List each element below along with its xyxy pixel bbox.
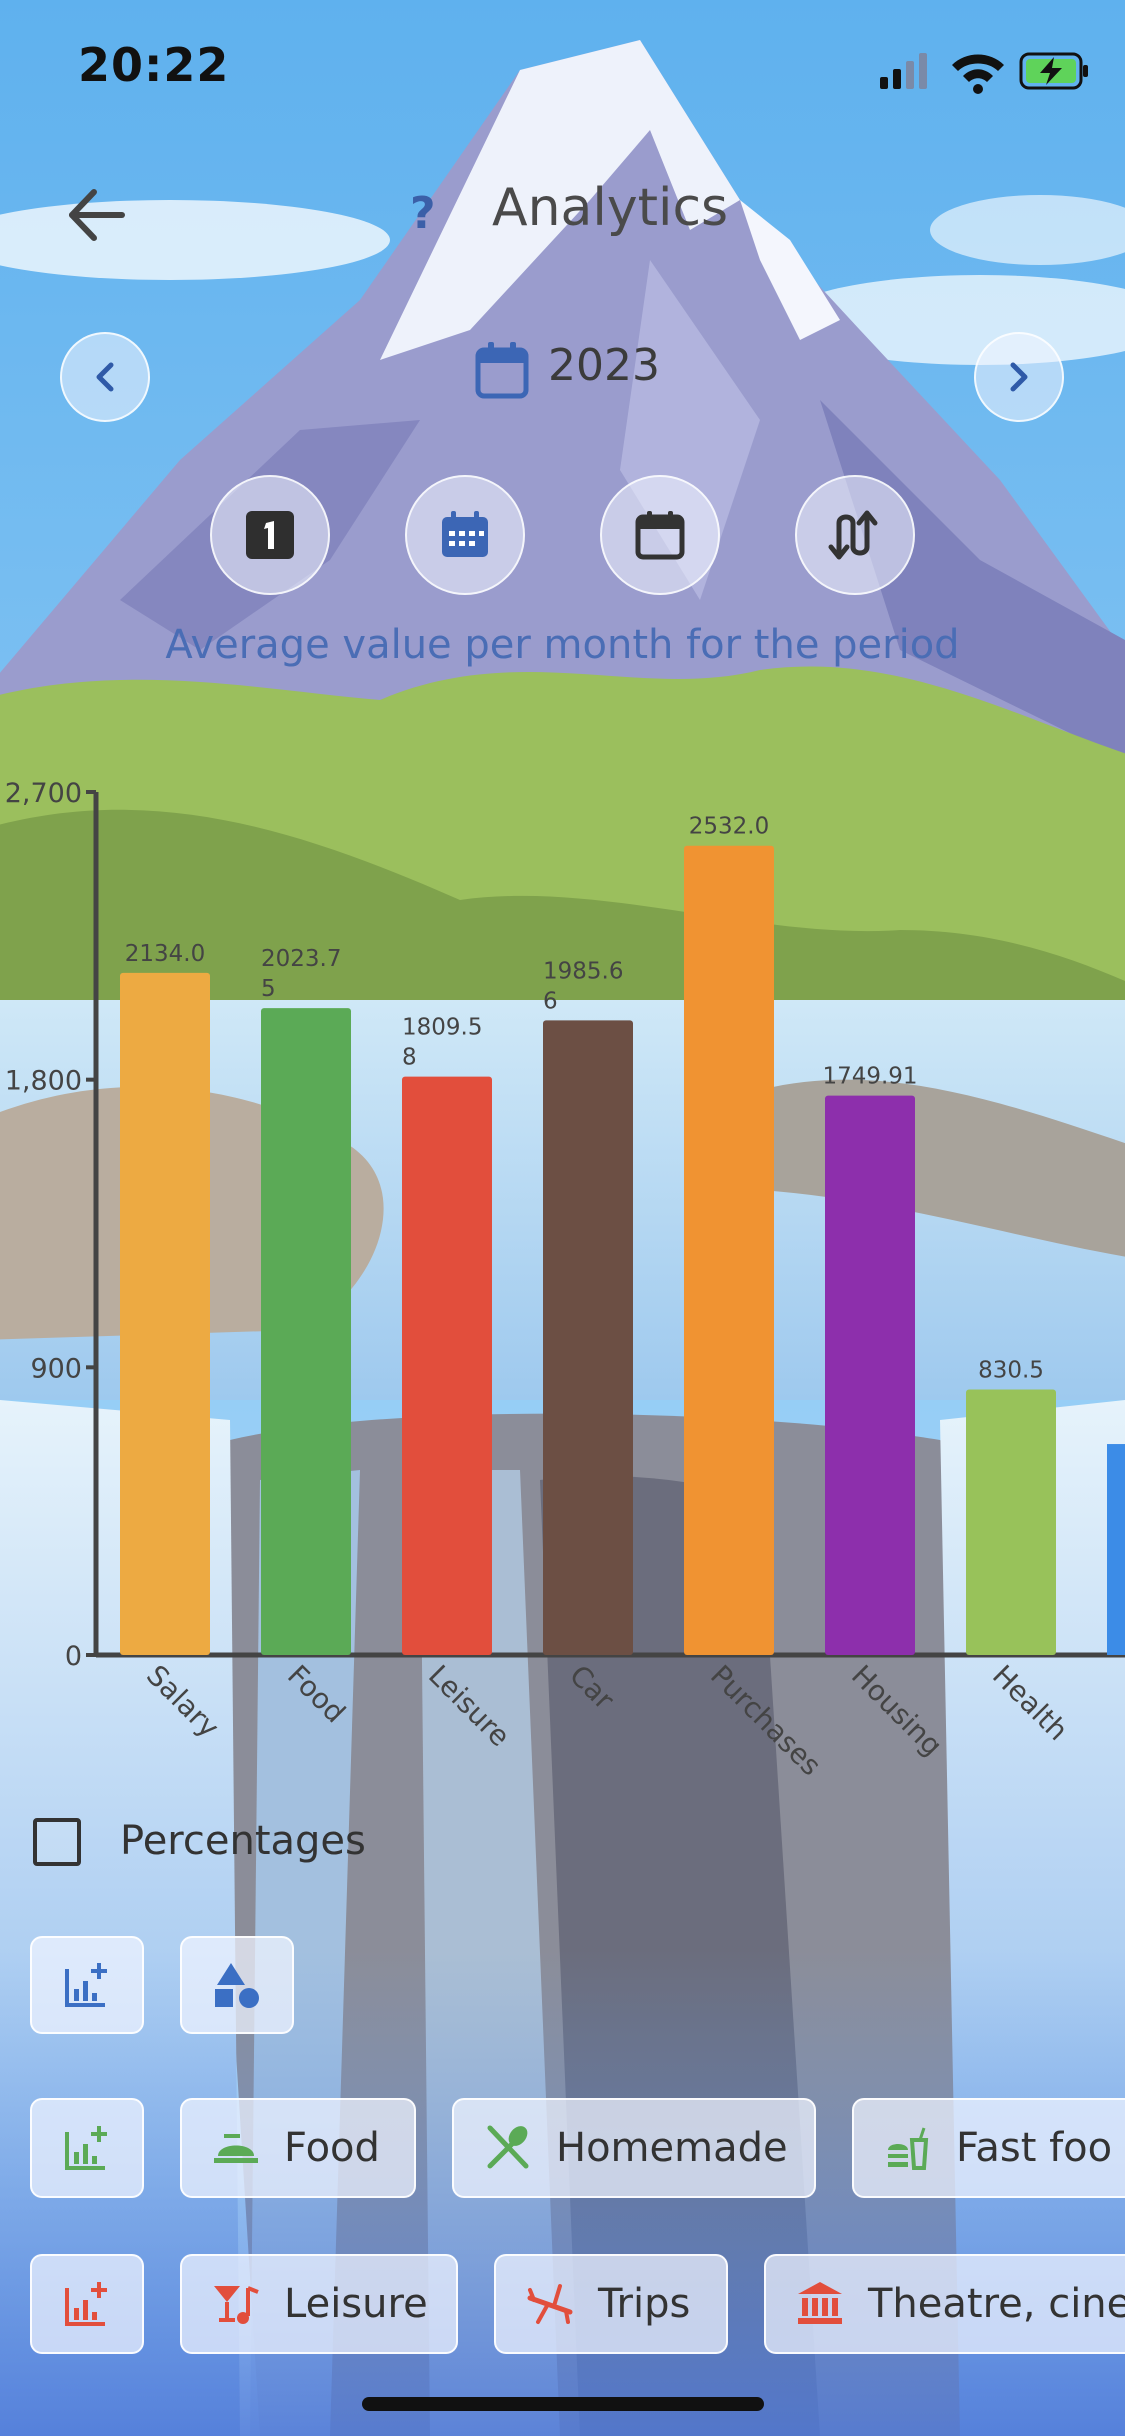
x-tick-label: Housing [845, 1659, 949, 1763]
next-period-button[interactable] [974, 332, 1064, 422]
y-tick-label: 0 [65, 1641, 82, 1672]
chart-add-icon [65, 2126, 107, 2170]
back-button[interactable] [60, 180, 140, 250]
chart-add-icon [65, 2282, 107, 2326]
category-chip-label: Theatre, cine [868, 2281, 1125, 2327]
percentages-checkbox[interactable] [33, 1818, 81, 1866]
theatre-icon [798, 2282, 842, 2324]
category-chip-label: Leisure [284, 2281, 428, 2327]
bar-value-label: 6 [543, 988, 558, 1014]
bar-value-label: 1809.5 [402, 1015, 482, 1041]
bar-car[interactable] [543, 1020, 633, 1655]
bar-value-label: 5 [261, 976, 276, 1002]
x-tick-label: Car [563, 1659, 621, 1717]
status-icons [880, 52, 1088, 94]
serving-dish-icon [214, 2134, 258, 2163]
category-chip-label: Homemade [556, 2125, 788, 2171]
add-chart-leisure-button[interactable] [30, 2254, 144, 2354]
x-tick-label: Purchases [704, 1659, 828, 1780]
shapes-icon [215, 1963, 259, 2008]
chevron-right-icon [1010, 362, 1028, 392]
x-tick-label: Leisure [422, 1659, 516, 1753]
chart-bars: 2134.0 Salary 2023.7 5 Food 1809.5 8 Leisure 198… [120, 814, 1125, 1780]
category-chip-label: Fast foo [956, 2125, 1113, 2171]
fast-food-icon [888, 2127, 929, 2170]
category-chip-label: Trips [598, 2281, 691, 2327]
bar-partial [1107, 1444, 1125, 1655]
y-tick-label: 2,700 [5, 778, 82, 809]
mode-swap-button[interactable] [795, 475, 915, 595]
mode-day-button[interactable] [210, 475, 330, 595]
category-chip-fast-food[interactable]: Fast foo [852, 2098, 1125, 2198]
bar-food[interactable] [261, 1008, 351, 1655]
day-one-icon [246, 511, 294, 559]
bar-value-label: 1985.6 [543, 958, 623, 984]
bar-value-label: 830.5 [978, 1358, 1044, 1384]
utensils-icon [487, 2125, 529, 2169]
calendar-year-icon [635, 511, 685, 560]
signal-icon [880, 53, 927, 89]
category-chip-homemade[interactable]: Homemade [452, 2098, 816, 2198]
chevron-left-icon [96, 362, 114, 392]
y-tick-label: 900 [30, 1353, 82, 1384]
help-icon[interactable]: ? [410, 188, 436, 239]
year-label[interactable]: 2023 [548, 340, 660, 391]
prev-period-button[interactable] [60, 332, 150, 422]
category-chip-food[interactable]: Food [180, 2098, 416, 2198]
category-chip-leisure[interactable]: Leisure [180, 2254, 458, 2354]
bar-value-label: 2532.0 [689, 814, 769, 840]
y-tick-label: 1,800 [5, 1066, 82, 1097]
category-shapes-button[interactable] [180, 1936, 294, 2034]
airplane-icon [527, 2284, 573, 2324]
x-tick-label: Salary [140, 1659, 226, 1745]
add-chart-button[interactable] [30, 1936, 144, 2034]
percentages-label[interactable]: Percentages [120, 1818, 366, 1864]
calendar-month-icon [442, 511, 488, 557]
bar-housing[interactable] [825, 1095, 915, 1655]
home-indicator [362, 2397, 764, 2411]
battery-charging-icon [1019, 52, 1088, 90]
wifi-icon [952, 54, 1004, 94]
bar-health[interactable] [966, 1389, 1056, 1655]
mode-month-button[interactable] [405, 475, 525, 595]
x-tick-label: Health [986, 1659, 1074, 1747]
status-time: 20:22 [78, 38, 230, 92]
arrow-left-icon [69, 189, 125, 241]
bar-value-label: 1749.91 [822, 1064, 917, 1090]
category-chip-trips[interactable]: Trips [494, 2254, 728, 2354]
bar-value-label: 8 [402, 1045, 417, 1071]
bar-chart: 0 900 1,800 2,700 2134.0 Salary 2023.7 5 Food 18… [5, 778, 1125, 1780]
category-chip-theatre[interactable]: Theatre, cine [764, 2254, 1125, 2354]
chart-subtitle: Average value per month for the period [165, 622, 960, 668]
bar-leisure[interactable] [402, 1076, 492, 1655]
swap-vertical-icon [828, 510, 878, 560]
add-chart-food-button[interactable] [30, 2098, 144, 2198]
x-tick-label: Food [281, 1659, 352, 1730]
cocktail-music-icon [214, 2286, 259, 2324]
chart-add-icon [65, 1963, 107, 2007]
category-chip-label: Food [284, 2125, 380, 2171]
bar-value-label: 2023.7 [261, 946, 341, 972]
calendar-icon [475, 342, 529, 399]
mode-year-button[interactable] [600, 475, 720, 595]
page-title: Analytics [492, 178, 729, 238]
bar-value-label: 2134.0 [125, 941, 205, 967]
bar-salary[interactable] [120, 972, 210, 1655]
bar-purchases[interactable] [684, 845, 774, 1655]
